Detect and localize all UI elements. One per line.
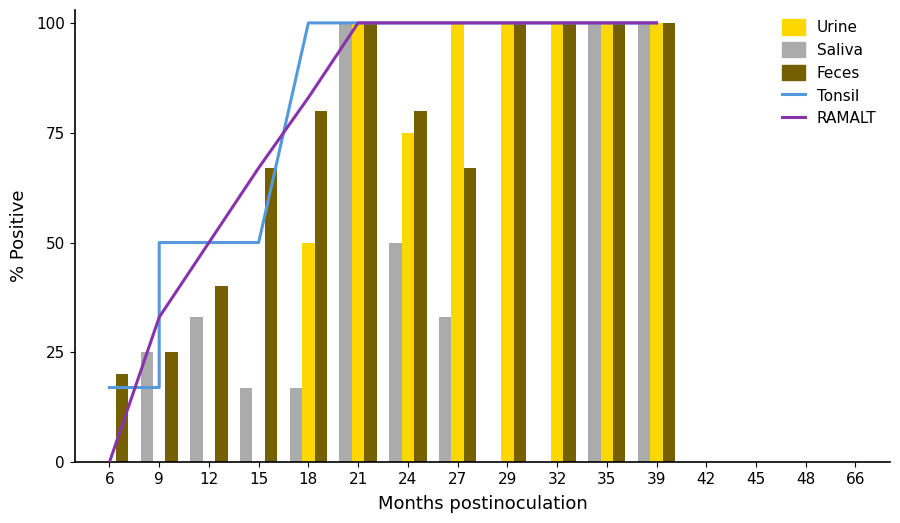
Bar [315,111,327,462]
Y-axis label: % Positive: % Positive [10,190,28,282]
Bar [439,317,452,462]
Bar [452,23,464,462]
Bar [651,23,662,462]
Bar [613,23,626,462]
Bar [401,133,414,462]
Bar [588,23,600,462]
Bar [501,23,514,462]
Bar [638,23,651,462]
Bar [563,23,576,462]
Legend: Urine, Saliva, Feces, Tonsil, RAMALT: Urine, Saliva, Feces, Tonsil, RAMALT [776,13,883,132]
Bar [265,168,277,462]
X-axis label: Months postinoculation: Months postinoculation [378,495,588,513]
Bar [190,317,203,462]
Bar [290,388,302,462]
Bar [514,23,526,462]
Bar [166,353,178,462]
Bar [389,243,401,462]
Bar [600,23,613,462]
Bar [551,23,563,462]
Bar [215,287,228,462]
Bar [352,23,365,462]
Bar [140,353,153,462]
Bar [302,243,315,462]
Bar [240,388,252,462]
Bar [339,23,352,462]
Bar [662,23,675,462]
Bar [464,168,476,462]
Bar [116,374,128,462]
Bar [364,23,377,462]
Bar [414,111,427,462]
